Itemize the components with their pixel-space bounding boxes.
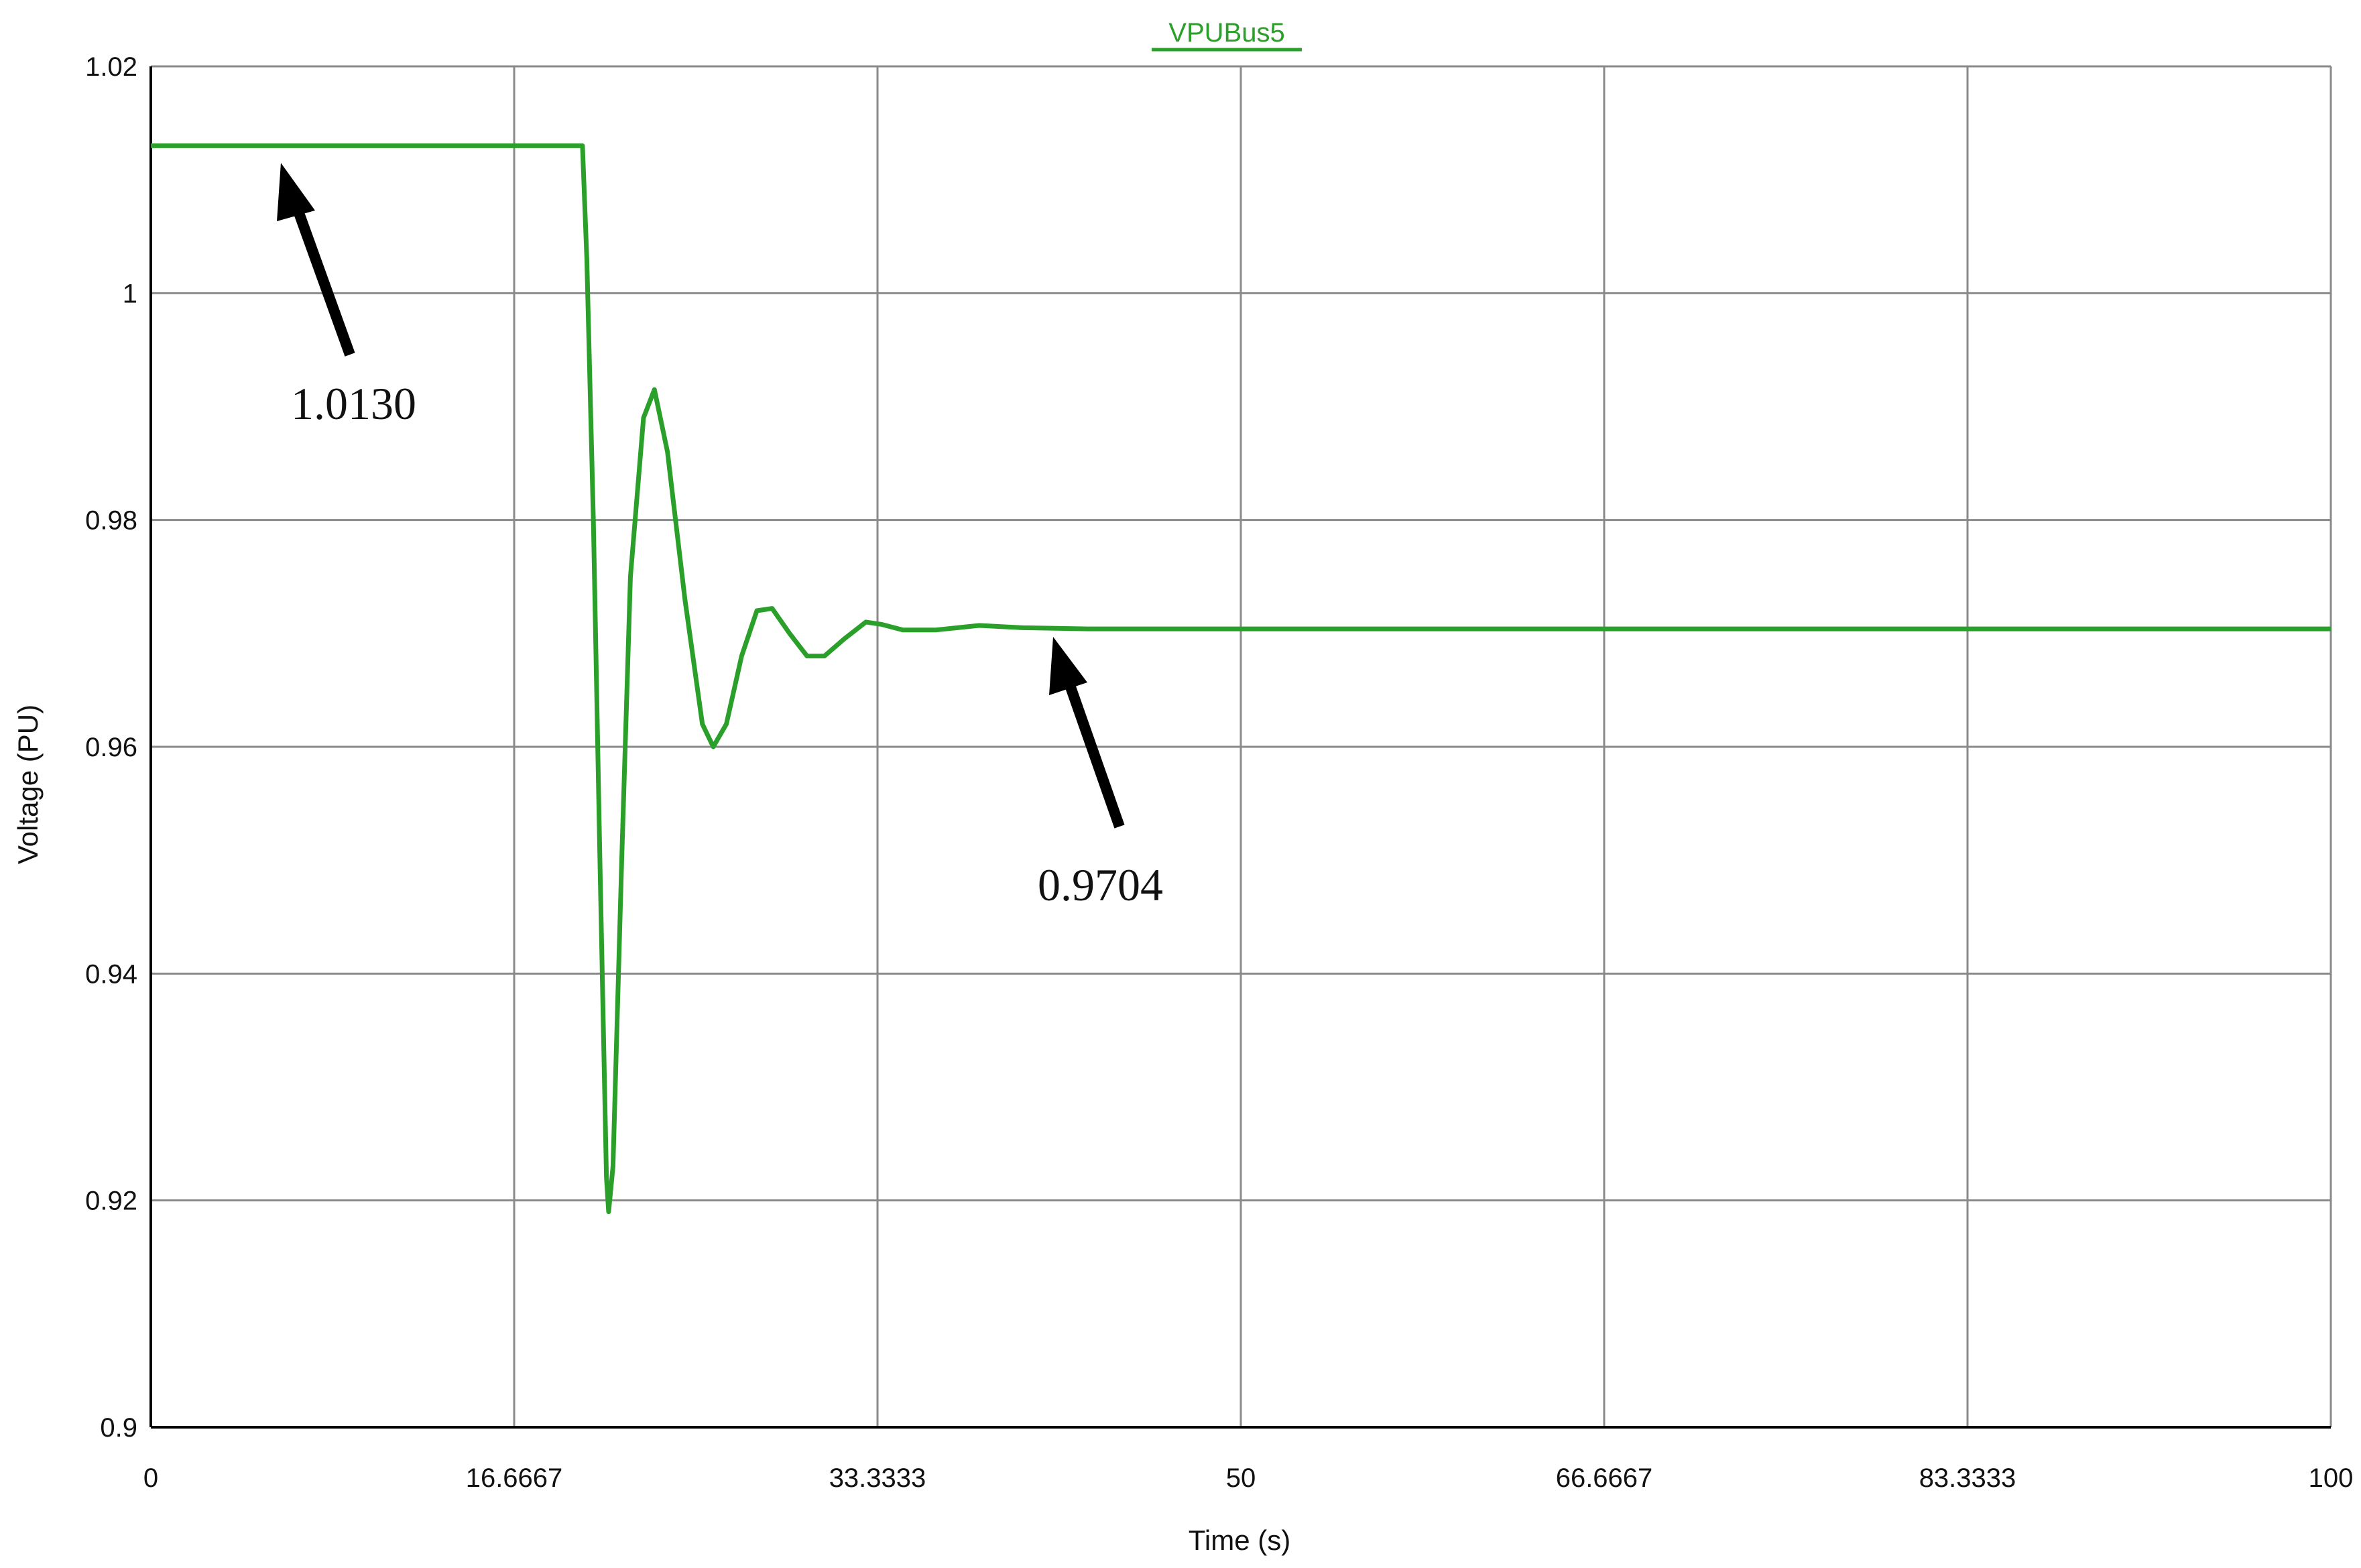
- annotation: 0.9704: [1038, 859, 1163, 910]
- plot: [151, 143, 2331, 1215]
- x-tick-label: 50: [1226, 1463, 1256, 1493]
- annotation-arrowhead: [1049, 637, 1087, 695]
- grid: 0.9 0.92 0.94 0.96 0.98 1 1.02 0 16.6667 33.3333 5…: [85, 52, 2353, 1493]
- annotation: 1.0130: [291, 378, 416, 429]
- annotation-arrowhead: [277, 163, 315, 221]
- x-axis-label: Time (s): [1189, 1524, 1290, 1556]
- line-series: [151, 143, 2331, 1215]
- y-tick-label: 0.9: [100, 1413, 137, 1443]
- y-tick-label: 0.92: [85, 1187, 137, 1216]
- chart-title: VPUBus5: [1168, 18, 1284, 48]
- y-tick-label: 0.98: [85, 506, 137, 536]
- x-tick-label: 100: [2309, 1463, 2354, 1493]
- x-tick-label: 0: [143, 1463, 158, 1493]
- x-tick-label: 16.6667: [466, 1463, 563, 1493]
- x-tick-label: 83.3333: [1919, 1463, 2016, 1493]
- x-tick-label: 66.6667: [1556, 1463, 1653, 1493]
- y-tick-label: 1: [123, 279, 137, 308]
- annotation-arrow: [1056, 658, 1125, 829]
- y-tick-label: 0.94: [85, 959, 137, 989]
- y-axis-label: Voltage (PU): [12, 705, 44, 864]
- y-tick-label: 1.02: [85, 52, 137, 82]
- annotation-arrow: [284, 185, 355, 357]
- y-tick-label: 0.96: [85, 733, 137, 762]
- x-tick-label: 33.3333: [829, 1463, 926, 1493]
